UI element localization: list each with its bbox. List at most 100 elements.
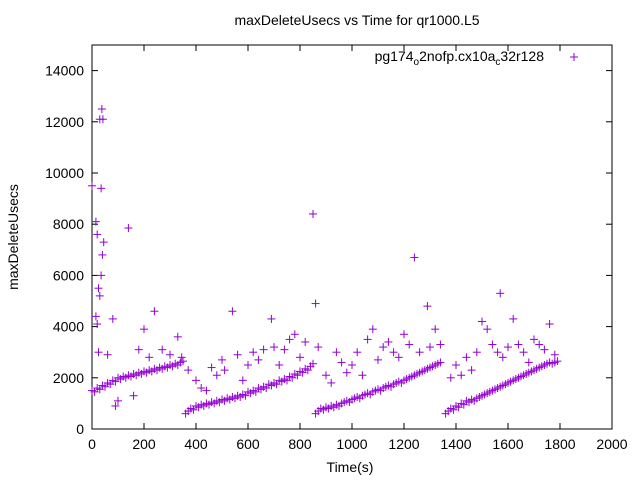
data-point <box>410 253 419 262</box>
data-point <box>150 307 159 316</box>
data-point <box>259 345 268 354</box>
y-tick-label: 14000 <box>45 63 84 79</box>
y-tick-label: 4000 <box>53 319 84 335</box>
data-point <box>446 373 455 382</box>
data-point <box>394 353 403 362</box>
data-point <box>166 350 174 359</box>
data-point <box>309 209 317 218</box>
data-point <box>218 355 226 364</box>
data-point <box>114 396 122 405</box>
x-tick-label: 1400 <box>440 436 471 452</box>
data-point <box>95 291 104 300</box>
data-point <box>389 348 398 357</box>
x-tick-label: 1000 <box>336 436 367 452</box>
data-point <box>457 371 466 380</box>
data-point <box>238 376 247 385</box>
data-point <box>309 359 317 368</box>
data-point <box>280 345 289 354</box>
data-point <box>177 353 186 362</box>
data-point <box>400 330 408 339</box>
data-point <box>173 332 182 341</box>
data-point <box>270 343 278 352</box>
data-point <box>535 340 544 349</box>
data-point <box>249 348 258 357</box>
data-point <box>514 340 523 349</box>
data-point <box>452 361 460 369</box>
data-point <box>99 238 108 247</box>
data-point <box>368 325 377 334</box>
data-point <box>467 366 476 375</box>
legend-marker-glyph <box>570 53 578 61</box>
data-point <box>436 358 445 367</box>
y-tick-label: 2000 <box>53 370 84 386</box>
data-point <box>472 348 481 357</box>
data-point <box>379 343 388 352</box>
data-point <box>192 376 200 385</box>
data-point <box>94 284 103 293</box>
data-point <box>254 355 263 364</box>
legend: pg174o2nofp.cx10ac32r128 <box>375 48 578 68</box>
data-point <box>228 307 237 316</box>
x-tick-label: 600 <box>236 436 260 452</box>
data-point <box>91 217 100 226</box>
data-point <box>553 357 562 366</box>
x-tick-label: 1800 <box>544 436 575 452</box>
data-point <box>550 350 559 359</box>
y-tick-label: 12000 <box>45 114 84 130</box>
data-point <box>93 230 102 239</box>
x-tick-label: 1600 <box>492 436 523 452</box>
data-point <box>220 366 229 375</box>
data-point <box>111 401 120 410</box>
data-point <box>97 184 106 193</box>
data-point <box>207 363 216 372</box>
data-point <box>488 340 497 349</box>
data-point <box>88 181 96 190</box>
chart-title: maxDeleteUsecs vs Time for qr1000.L5 <box>234 12 479 28</box>
data-point <box>496 289 505 298</box>
y-axis-label: maxDeleteUsecs <box>5 184 21 290</box>
data-point <box>483 325 492 334</box>
data-point <box>524 358 533 367</box>
data-point <box>415 348 424 357</box>
data-point <box>426 343 434 352</box>
data-point <box>353 348 362 357</box>
data-point <box>540 345 549 354</box>
data-point <box>519 348 528 357</box>
data-point <box>98 115 107 124</box>
data-point <box>342 368 351 377</box>
data-point <box>91 312 100 321</box>
data-point <box>504 343 512 352</box>
data-point <box>267 314 276 323</box>
data-point <box>337 358 346 367</box>
x-tick-label: 0 <box>88 436 96 452</box>
x-tick-label: 1200 <box>388 436 419 452</box>
legend-marker <box>570 53 578 61</box>
data-point <box>301 337 310 346</box>
data-point <box>530 335 538 344</box>
data-point <box>545 320 554 329</box>
data-point <box>290 330 299 339</box>
tick-marks: 0 200 400 600 800 1000 1200 1400 1600 1800 2000 0 20… <box>45 45 628 452</box>
data-point <box>285 335 294 344</box>
data-point <box>322 371 330 380</box>
data-point <box>98 250 107 259</box>
x-tick-label: 800 <box>288 436 312 452</box>
data-point <box>311 299 320 308</box>
data-point <box>431 325 440 334</box>
data-point <box>129 391 138 400</box>
data-point <box>478 317 486 326</box>
data-point <box>436 340 445 349</box>
data-point <box>363 335 372 344</box>
data-point <box>332 348 341 357</box>
data-point <box>462 353 471 362</box>
y-tick-label: 0 <box>76 421 84 437</box>
data-point <box>405 340 414 349</box>
data-point <box>212 371 221 380</box>
data-point <box>296 353 304 362</box>
data-point <box>244 361 252 369</box>
data-point <box>179 357 187 366</box>
data-point <box>158 345 167 354</box>
data-point <box>423 302 432 311</box>
data-point <box>202 386 211 395</box>
